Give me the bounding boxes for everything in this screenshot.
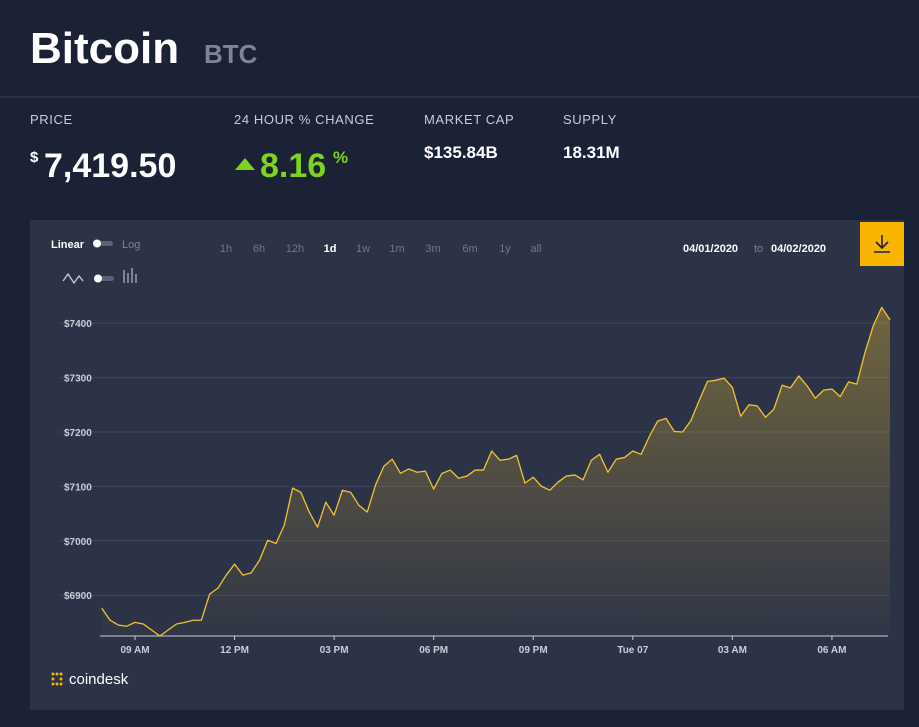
x-tick-label: 09 AM — [120, 645, 149, 656]
range-button[interactable]: 1w — [356, 243, 370, 255]
range-button[interactable]: 1d — [324, 243, 337, 255]
range-button[interactable]: 6m — [462, 243, 477, 255]
logo-mark — [51, 672, 63, 686]
download-icon — [874, 235, 890, 253]
market-cap: $135.84B — [424, 143, 498, 162]
range-buttons: 1h 6h 12h 1d 1w 1m 3m 6m 1y all — [220, 243, 542, 255]
scale-linear[interactable]: Linear — [51, 239, 85, 251]
range-button[interactable]: 1y — [499, 243, 511, 255]
toggle-knob — [93, 239, 101, 248]
x-tick-label: 09 PM — [519, 645, 548, 656]
y-tick-label: $7100 — [64, 482, 92, 493]
logo-text: coindesk — [69, 671, 129, 688]
x-tick-label: Tue 07 — [617, 645, 648, 656]
y-tick-label: $6900 — [64, 591, 92, 602]
toggle-knob — [94, 274, 102, 283]
logo: coindesk — [51, 671, 129, 688]
change-unit: % — [333, 148, 348, 167]
change-value: 8.16 — [260, 147, 326, 185]
line-icon[interactable] — [62, 272, 84, 285]
range-button[interactable]: 3m — [425, 243, 440, 255]
y-tick-label: $7300 — [64, 374, 92, 385]
stat-label: 24 HOUR % CHANGE — [234, 112, 374, 127]
range-button[interactable]: all — [530, 243, 541, 255]
stat-label: SUPPLY — [563, 112, 617, 127]
supply: 18.31M — [563, 143, 620, 162]
y-tick-label: $7200 — [64, 428, 92, 439]
line-area — [101, 307, 891, 636]
stat-label: PRICE — [30, 112, 73, 127]
range-button[interactable]: 1h — [220, 243, 232, 255]
x-tick-label: 12 PM — [220, 645, 249, 656]
coin-title: Bitcoin — [30, 24, 179, 73]
price-value: 7,419.50 — [44, 147, 176, 185]
y-tick-label: $7400 — [64, 319, 92, 330]
candle-icon[interactable] — [123, 268, 137, 283]
date-from[interactable]: 04/01/2020 — [683, 243, 738, 255]
price-line — [101, 306, 891, 637]
range-button[interactable]: 1m — [389, 243, 404, 255]
date-to[interactable]: 04/02/2020 — [771, 243, 826, 255]
range-button[interactable]: 6h — [253, 243, 265, 255]
price-currency: $ — [30, 149, 39, 166]
stat-label: MARKET CAP — [424, 112, 514, 127]
scale-log[interactable]: Log — [122, 239, 140, 251]
date-sep: to — [754, 243, 763, 255]
x-tick-label: 03 PM — [320, 645, 349, 656]
x-tick-label: 03 AM — [718, 645, 747, 656]
range-button[interactable]: 12h — [286, 243, 304, 255]
up-arrow — [235, 158, 255, 170]
y-tick-label: $7000 — [64, 537, 92, 548]
x-tick-label: 06 AM — [817, 645, 846, 656]
coin-symbol: BTC — [204, 39, 258, 69]
plot: $6900 $7000 $7100 $7200 $7300 $7400 09 AM 12 PM… — [60, 306, 891, 656]
x-tick-label: 06 PM — [419, 645, 448, 656]
